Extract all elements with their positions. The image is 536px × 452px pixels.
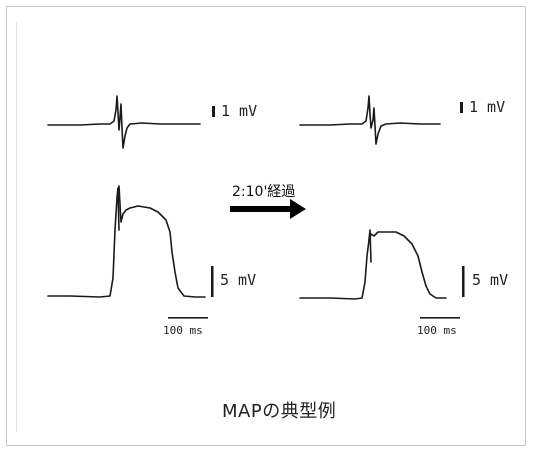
map-trace-left <box>47 185 206 298</box>
map-scale-bar-left <box>211 266 214 297</box>
map-trace-right-upstroke <box>368 229 372 263</box>
figure-caption: MAPの典型例 <box>222 401 337 422</box>
map-trace-left-upstroke <box>116 187 120 231</box>
ecg-scale-bar-left <box>212 106 215 117</box>
time-scale-bar-left <box>168 317 208 319</box>
figure-frame <box>6 6 526 446</box>
time-scale-label-right: 100 ms <box>417 324 457 337</box>
arrow-right-icon <box>230 199 306 219</box>
map-scale-label-right: 5 mV <box>472 271 509 289</box>
map-trace-right <box>299 231 447 300</box>
map-scale-label-left: 5 mV <box>220 271 257 289</box>
ecg-trace-right <box>299 95 441 145</box>
ecg-scale-bar-right <box>460 102 463 113</box>
ecg-trace-left <box>47 95 201 149</box>
left-rule <box>16 22 17 432</box>
time-scale-label-left: 100 ms <box>163 324 203 337</box>
map-scale-bar-right <box>462 266 465 297</box>
ecg-scale-label-right: 1 mV <box>469 98 506 116</box>
time-scale-bar-right <box>420 317 460 319</box>
ecg-scale-label-left: 1 mV <box>221 102 258 120</box>
arrow-label: 2:10'経過 <box>232 184 296 200</box>
